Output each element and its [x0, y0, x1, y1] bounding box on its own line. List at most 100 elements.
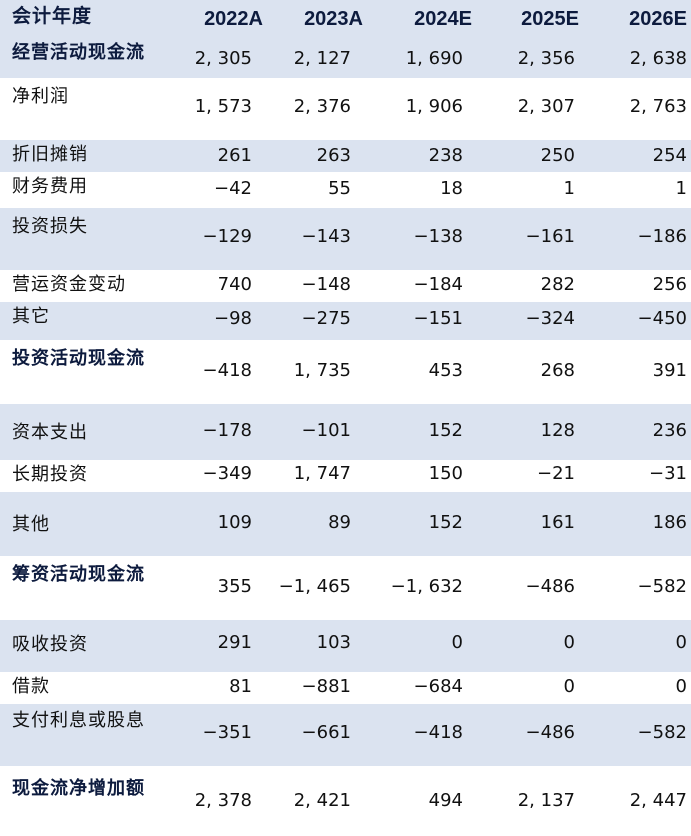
table-row: 经营活动现金流 2, 305 2, 127 1, 690 2, 356 2, 638 [0, 38, 691, 78]
row-value: 453 [428, 360, 463, 381]
header-year: 2023A [304, 8, 363, 30]
table-row: 现金流净增加额 2, 378 2, 421 494 2, 137 2, 447 [0, 766, 691, 836]
row-value: 81 [229, 676, 252, 697]
row-value: 152 [428, 420, 463, 441]
row-value: 268 [540, 360, 575, 381]
row-value: 18 [440, 178, 463, 199]
row-value: 55 [328, 178, 351, 199]
row-value: 0 [563, 676, 575, 697]
row-value: 355 [217, 576, 252, 597]
row-label: 长期投资 [12, 464, 88, 485]
row-value: 161 [540, 512, 575, 533]
row-label: 财务费用 [12, 176, 88, 197]
table-row: 折旧摊销 261 263 238 250 254 [0, 140, 691, 172]
row-value: 2, 356 [517, 48, 575, 69]
table-row: 营运资金变动 740 −148 −184 282 256 [0, 270, 691, 302]
row-value: 0 [675, 676, 687, 697]
row-value: 2, 763 [629, 96, 687, 117]
row-label: 其他 [12, 514, 50, 535]
row-value: −486 [525, 576, 575, 597]
row-value: 263 [316, 145, 351, 166]
row-value: −582 [637, 576, 687, 597]
row-value: −148 [301, 274, 351, 295]
row-value: 238 [428, 145, 463, 166]
header-year: 2025E [521, 8, 579, 30]
row-value: 0 [675, 632, 687, 653]
row-value: −151 [413, 308, 463, 329]
table-row: 其他 109 89 152 161 186 [0, 492, 691, 556]
row-value: 2, 421 [293, 790, 351, 811]
row-value: −349 [202, 463, 252, 484]
row-value: 1 [563, 178, 575, 199]
row-value: 1, 573 [194, 96, 252, 117]
row-value: −275 [301, 308, 351, 329]
row-value: 2, 378 [194, 790, 252, 811]
table-row: 投资活动现金流 −418 1, 735 453 268 391 [0, 340, 691, 404]
row-value: −98 [214, 308, 252, 329]
row-value: −661 [301, 722, 351, 743]
row-label: 投资损失 [12, 216, 88, 237]
row-value: 250 [540, 145, 575, 166]
table-row: 支付利息或股息 −351 −661 −418 −486 −582 [0, 704, 691, 766]
row-value: 261 [217, 145, 252, 166]
row-value: 128 [540, 420, 575, 441]
row-label: 投资活动现金流 [12, 348, 145, 369]
row-value: 2, 376 [293, 96, 351, 117]
row-value: 2, 307 [517, 96, 575, 117]
row-value: −1, 465 [278, 576, 351, 597]
row-value: 1 [675, 178, 687, 199]
row-value: −450 [637, 308, 687, 329]
row-value: −186 [637, 226, 687, 247]
row-value: −21 [537, 463, 575, 484]
row-value: −1, 632 [390, 576, 463, 597]
row-value: 0 [563, 632, 575, 653]
row-label: 资本支出 [12, 422, 88, 443]
row-value: 103 [316, 632, 351, 653]
row-value: 2, 638 [629, 48, 687, 69]
row-label: 净利润 [12, 86, 69, 107]
row-value: −418 [413, 722, 463, 743]
row-value: 1, 735 [293, 360, 351, 381]
table-header: 会计年度 2022A 2023A 2024E 2025E 2026E [0, 0, 691, 38]
table-row: 净利润 1, 573 2, 376 1, 906 2, 307 2, 763 [0, 78, 691, 140]
row-value: 186 [652, 512, 687, 533]
header-year: 2026E [629, 8, 687, 30]
row-value: −351 [202, 722, 252, 743]
header-year: 2024E [414, 8, 472, 30]
row-value: 150 [428, 463, 463, 484]
row-value: −129 [202, 226, 252, 247]
row-value: −418 [202, 360, 252, 381]
row-value: 740 [217, 274, 252, 295]
row-label: 支付利息或股息 [12, 710, 145, 731]
table-row: 财务费用 −42 55 18 1 1 [0, 172, 691, 208]
row-value: 0 [451, 632, 463, 653]
row-value: 109 [217, 512, 252, 533]
row-value: 236 [652, 420, 687, 441]
row-value: −881 [301, 676, 351, 697]
row-value: 391 [652, 360, 687, 381]
row-label: 筹资活动现金流 [12, 564, 145, 585]
table-row: 借款 81 −881 −684 0 0 [0, 672, 691, 704]
row-value: 152 [428, 512, 463, 533]
row-label: 营运资金变动 [12, 274, 126, 295]
row-value: 291 [217, 632, 252, 653]
row-value: 256 [652, 274, 687, 295]
row-value: 494 [428, 790, 463, 811]
row-label: 折旧摊销 [12, 144, 88, 165]
row-value: 89 [328, 512, 351, 533]
row-label: 经营活动现金流 [12, 42, 145, 63]
row-value: −143 [301, 226, 351, 247]
row-value: −178 [202, 420, 252, 441]
row-value: 1, 906 [405, 96, 463, 117]
row-label: 借款 [12, 676, 50, 697]
table-row: 其它 −98 −275 −151 −324 −450 [0, 302, 691, 340]
row-value: 2, 305 [194, 48, 252, 69]
table-row: 资本支出 −178 −101 152 128 236 [0, 404, 691, 460]
row-label: 其它 [12, 306, 50, 327]
row-value: −31 [649, 463, 687, 484]
table-row: 长期投资 −349 1, 747 150 −21 −31 [0, 460, 691, 492]
row-value: −138 [413, 226, 463, 247]
row-value: −161 [525, 226, 575, 247]
row-value: 282 [540, 274, 575, 295]
row-value: 1, 690 [405, 48, 463, 69]
